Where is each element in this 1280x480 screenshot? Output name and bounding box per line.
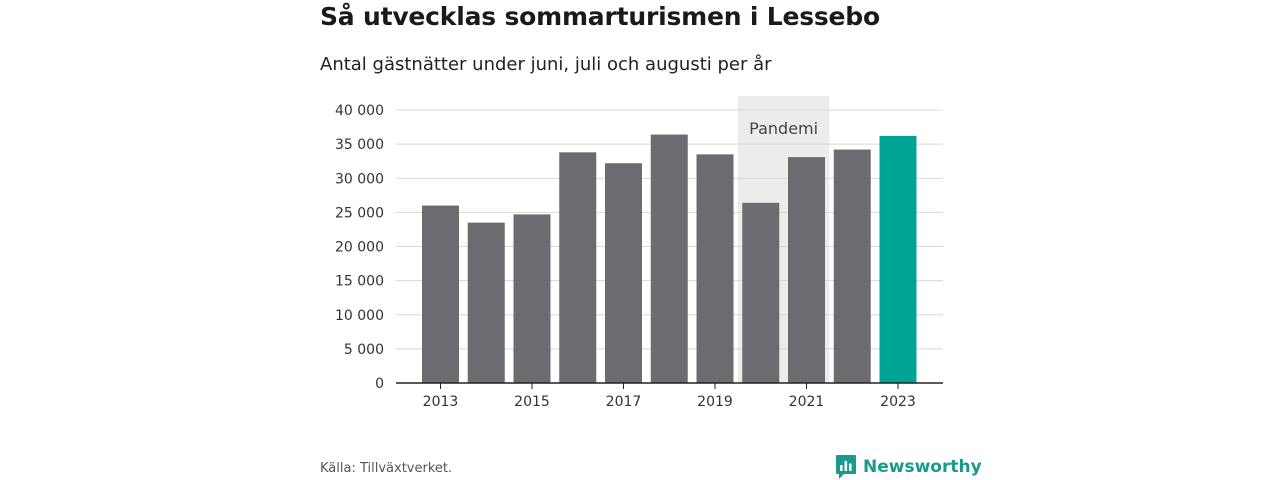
y-tick-label: 40 000	[335, 103, 384, 119]
bar-2020	[742, 202, 780, 383]
y-tick-label: 15 000	[335, 274, 384, 290]
x-tick-label: 2013	[423, 394, 459, 410]
bar-2014	[467, 222, 505, 383]
bar-2021	[788, 157, 825, 383]
x-tick-label: 2015	[514, 394, 550, 410]
bar-2019	[696, 154, 734, 383]
chart-title: Så utvecklas sommarturismen i Lessebo	[320, 2, 880, 31]
y-tick-label: 10 000	[335, 308, 384, 324]
bar-2022	[833, 149, 871, 383]
y-tick-label: 5 000	[344, 342, 384, 358]
y-tick-label: 30 000	[335, 171, 384, 187]
y-tick-label: 25 000	[335, 205, 384, 221]
brand-name: Newsworthy	[863, 457, 982, 477]
bar-2013	[422, 205, 459, 383]
x-tick-label: 2023	[880, 394, 916, 410]
source-note: Källa: Tillväxtverket.	[320, 461, 453, 476]
chart-subtitle: Antal gästnätter under juni, juli och au…	[320, 54, 772, 75]
bar-2015	[513, 214, 551, 383]
y-tick-label: 20 000	[335, 240, 384, 256]
bar-2018	[650, 134, 688, 383]
pandemic-label: Pandemi	[749, 119, 818, 138]
y-tick-label: 0	[375, 376, 384, 392]
newsworthy-logo-icon	[836, 455, 856, 479]
x-tick-label: 2021	[789, 394, 825, 410]
bar-2016	[559, 152, 597, 383]
y-tick-label: 35 000	[335, 137, 384, 153]
bar-2017	[605, 163, 642, 383]
x-tick-label: 2019	[697, 394, 733, 410]
x-tick-label: 2017	[606, 394, 642, 410]
brand: Newsworthy	[835, 454, 982, 480]
bar-2023	[879, 135, 917, 383]
